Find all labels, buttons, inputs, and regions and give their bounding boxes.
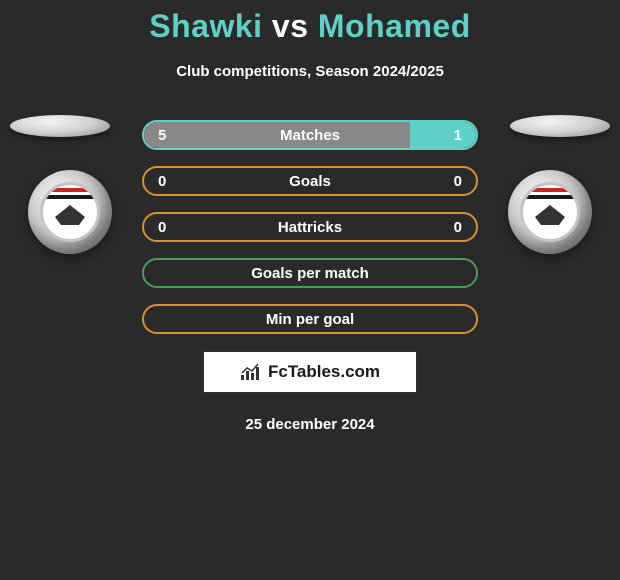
badge-inner-left <box>40 182 100 242</box>
comparison-container: Shawki vs Mohamed Club competitions, Sea… <box>0 0 620 433</box>
bar-value-right: 1 <box>454 127 462 144</box>
badge-stripe-black <box>43 195 97 199</box>
source-logo: FcTables.com <box>202 350 418 394</box>
decor-ellipse-right <box>510 115 610 137</box>
subtitle: Club competitions, Season 2024/2025 <box>0 63 620 80</box>
vs-text: vs <box>272 8 309 44</box>
stat-bars: 5Matches10Goals00Hattricks0Goals per mat… <box>142 120 478 334</box>
player2-name: Mohamed <box>318 8 471 44</box>
badge-emblem <box>535 205 565 225</box>
club-badge-right <box>508 170 592 254</box>
chart-icon <box>240 363 262 381</box>
badge-stripe-red <box>523 188 577 192</box>
bar-value-right: 0 <box>454 219 462 236</box>
badge-stripe-black <box>523 195 577 199</box>
date-text: 25 december 2024 <box>0 416 620 433</box>
page-title: Shawki vs Mohamed <box>0 8 620 45</box>
stat-bar: Goals per match <box>142 258 478 288</box>
badge-emblem <box>55 205 85 225</box>
logo-text: FcTables.com <box>268 362 380 382</box>
badge-stripe-red <box>43 188 97 192</box>
bar-value-right: 0 <box>454 173 462 190</box>
stat-bar: Min per goal <box>142 304 478 334</box>
decor-ellipse-left <box>10 115 110 137</box>
stat-bar: 0Goals0 <box>142 166 478 196</box>
stats-area: 5Matches10Goals00Hattricks0Goals per mat… <box>0 120 620 334</box>
bar-label: Min per goal <box>144 311 476 328</box>
bar-label: Hattricks <box>144 219 476 236</box>
player1-name: Shawki <box>149 8 262 44</box>
stat-bar: 5Matches1 <box>142 120 478 150</box>
club-badge-left <box>28 170 112 254</box>
bar-label: Goals per match <box>144 265 476 282</box>
stat-bar: 0Hattricks0 <box>142 212 478 242</box>
badge-inner-right <box>520 182 580 242</box>
bar-label: Goals <box>144 173 476 190</box>
bar-label: Matches <box>144 127 476 144</box>
